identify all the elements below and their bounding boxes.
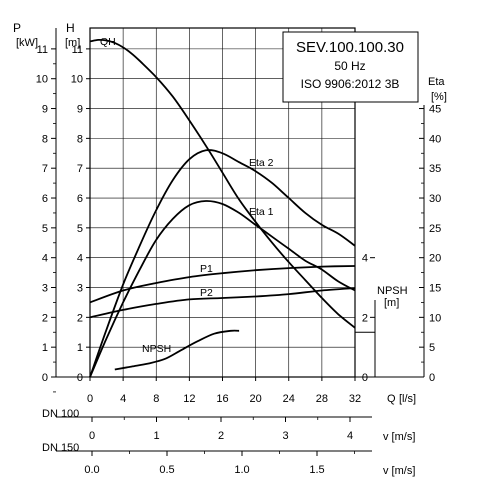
dn150-tick-label: 1.0 [234,464,249,476]
p-axis-tick-label: 1 [42,342,48,354]
dn150-tick-label: 0.5 [159,464,174,476]
q-axis-tick-label: 12 [183,393,195,405]
curve-label-p1: P1 [200,263,213,275]
h-axis-tick-label: 6 [77,193,83,205]
h-axis-label: H [66,21,75,35]
q-axis-tick-label: 4 [120,393,126,405]
eta-axis-tick-label: 40 [429,133,441,145]
p-axis-tick-label: 6 [42,193,48,205]
eta-axis-tick-label: 30 [429,193,441,205]
h-axis-tick-label: 3 [77,283,83,295]
p-axis-tick-label: 4 [42,253,48,265]
npsh-axis-tick-label: 2 [362,312,368,324]
info-box-frequency: 50 Hz [334,59,365,73]
eta-axis-tick-label: 10 [429,312,441,324]
eta-axis-tick-label: 45 [429,104,441,116]
q-axis-unit: [l/s] [399,393,416,405]
q-axis-tick-label: 20 [250,393,262,405]
q-axis-tick-label: 32 [349,393,361,405]
dn100-tick-label: 3 [282,430,288,442]
q-axis-tick-label: 24 [283,393,295,405]
dn150-tick-label: 1.5 [309,464,324,476]
p-axis-tick-label: 7 [42,163,48,175]
curve-p2 [89,287,356,319]
dn100-tick-label: 0 [89,430,95,442]
h-axis-tick-label: 1 [77,342,83,354]
dn100-label: DN 100 [42,408,79,420]
p-axis-unit: [kW] [16,37,38,49]
info-box-model: SEV.100.100.30 [296,39,404,56]
eta-axis-tick-label: 5 [429,342,435,354]
q-axis-label: Q [387,393,396,405]
q-axis-tick-label: 8 [153,393,159,405]
h-axis-tick-label: 8 [77,133,83,145]
eta-axis-tick-label: 20 [429,253,441,265]
npsh-axis-tick-label: 0 [362,372,368,384]
p-axis-tick-label: 8 [42,133,48,145]
info-box: SEV.100.100.30 50 Hz ISO 9906:2012 3B [282,31,419,103]
p-axis-tick-label: 10 [36,74,48,86]
dn150-label: DN 150 [42,442,79,454]
p-axis-tick-label: 0 [42,372,48,384]
eta-axis-tick-label: 35 [429,163,441,175]
curve-eta1 [89,200,356,378]
info-box-frame [282,31,419,103]
h-axis-tick-label: 5 [77,223,83,235]
p-axis-tick-label: 2 [42,312,48,324]
q-axis-tick-label: 16 [216,393,228,405]
dn100-tick-label: 4 [347,430,353,442]
q-axis-tick-label: 28 [316,393,328,405]
h-axis-tick-label: 2 [77,312,83,324]
curve-qh [89,38,356,329]
eta-axis-tick-label: 25 [429,223,441,235]
h-axis-tick-label: 0 [77,372,83,384]
curves [89,38,375,378]
eta-axis-tick-label: 0 [429,372,435,384]
p-axis-tick-label: 3 [42,283,48,295]
npsh-axis-unit: [m] [384,297,399,309]
npsh-axis-label: NPSH [377,285,408,297]
eta-axis-label: Eta [428,76,445,88]
p-axis-tick-label: 5 [42,223,48,235]
dn100-tick-label: 2 [218,430,224,442]
curve-p1 [89,265,356,304]
dn100-unit: v [m/s] [383,431,415,443]
curve-npsh [114,329,240,371]
dn100-tick-label: 1 [153,430,159,442]
curve-label-qh: QH [100,36,116,48]
eta-axis-tick-label: 15 [429,283,441,295]
h-axis-tick-label: 10 [71,74,83,86]
h-axis-unit: [m] [65,37,80,49]
curve-label-eta2: Eta 2 [249,157,274,169]
dn150-tick-label: 0.0 [84,464,99,476]
npsh-axis-tick-label: 4 [362,253,368,265]
curve-label-eta1: Eta 1 [249,206,274,218]
dn150-unit: v [m/s] [383,465,415,477]
info-box-standard: ISO 9906:2012 3B [301,77,400,91]
curve-label-p2: P2 [200,287,213,299]
h-axis-tick-label: 7 [77,163,83,175]
h-axis-tick-label: 4 [77,253,83,265]
p-axis-tick-label: 11 [37,44,48,56]
curve-label-npsh: NPSH [142,343,171,355]
axis-ticks: 0123456789101101234567891011051015202530… [36,44,442,476]
eta-axis-unit: [%] [431,91,447,103]
h-axis-tick-label: 11 [72,44,83,56]
p-axis-label: P [13,21,21,35]
q-axis-tick-label: 0 [87,393,93,405]
curve-eta2 [89,149,356,378]
h-axis-tick-label: 9 [77,104,83,116]
p-axis-tick-label: 9 [42,104,48,116]
